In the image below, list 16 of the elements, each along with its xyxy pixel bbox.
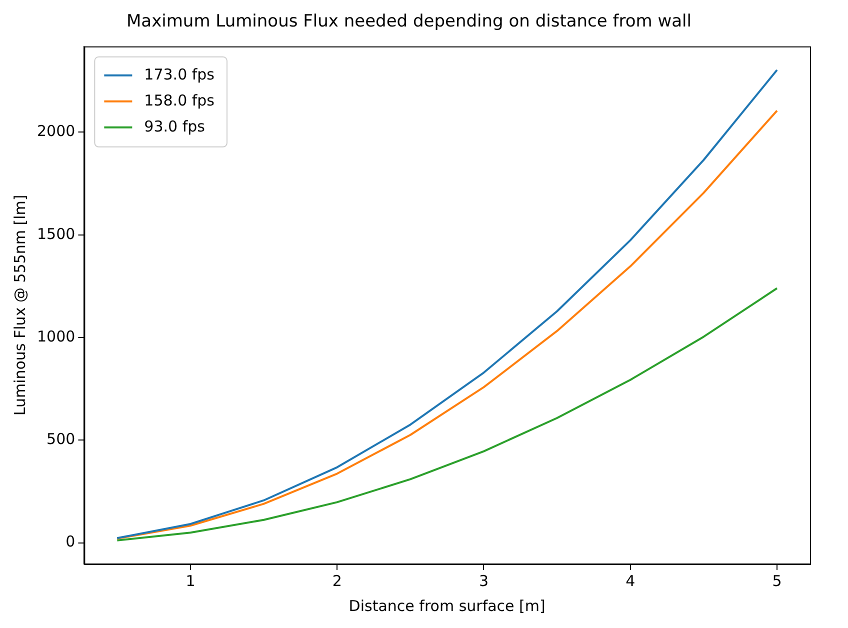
y-tick-label: 1500	[36, 224, 76, 243]
y-axis-title: Luminous Flux @ 555nm [lm]	[10, 194, 29, 416]
legend-label: 158.0 fps	[144, 91, 215, 110]
chart-title: Maximum Luminous Flux needed depending on distance from wall	[126, 12, 692, 32]
y-tick-label: 1000	[36, 327, 76, 346]
x-axis-title: Distance from surface [m]	[348, 596, 546, 615]
legend-label: 93.0 fps	[144, 117, 206, 136]
x-tick-label: 3	[478, 572, 489, 590]
legend-label: 173.0 fps	[144, 65, 215, 84]
x-tick-label: 2	[332, 572, 342, 590]
y-tick-label: 2000	[36, 122, 76, 140]
y-tick-label: 500	[46, 430, 76, 448]
x-tick-label: 4	[626, 572, 636, 590]
x-tick-label: 5	[772, 572, 782, 590]
x-tick-label: 1	[186, 572, 196, 590]
y-tick-label: 0	[66, 532, 76, 551]
